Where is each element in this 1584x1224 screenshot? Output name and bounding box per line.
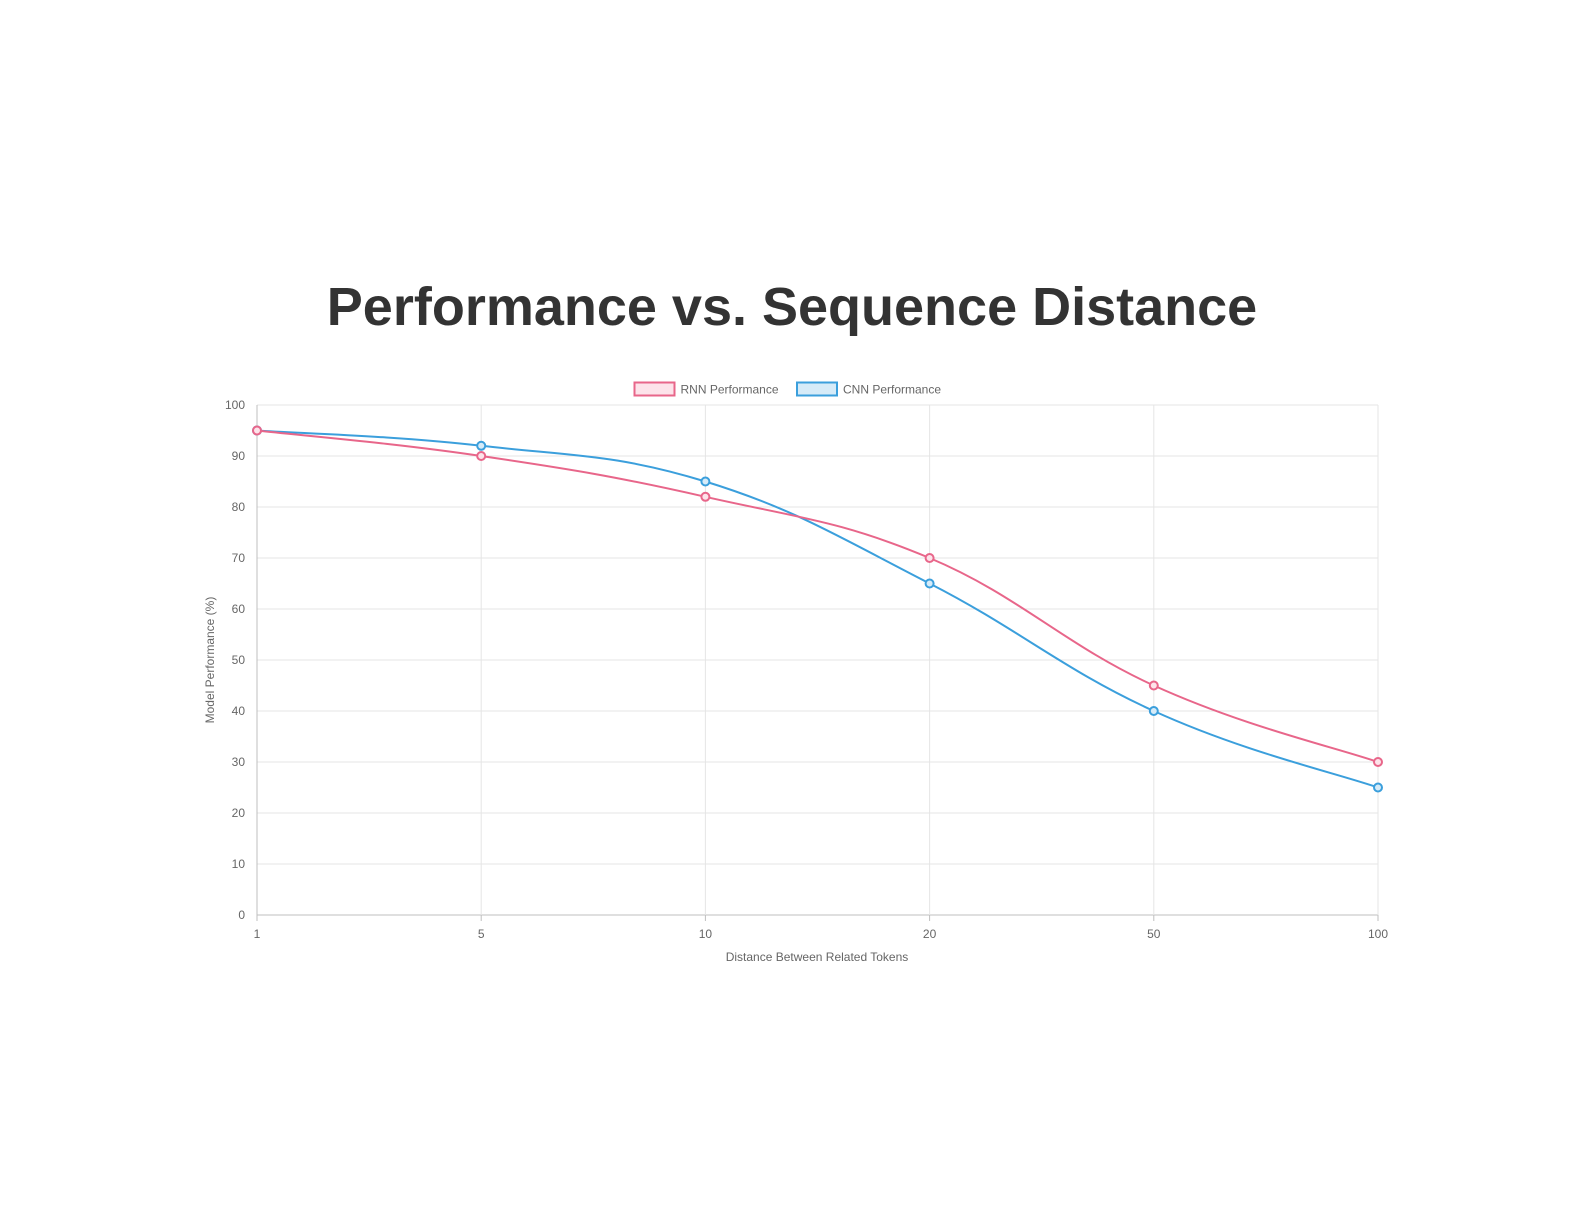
rnn-performance-point[interactable] bbox=[252, 425, 262, 436]
y-axis-title: Model Performance (%) bbox=[203, 597, 217, 724]
x-tick-label: 5 bbox=[478, 927, 485, 941]
cnn-performance-point[interactable] bbox=[1373, 782, 1383, 793]
legend-item-cnn-performance[interactable]: CNN Performance bbox=[796, 381, 941, 397]
legend[interactable]: RNN Performance CNN Performance bbox=[633, 381, 942, 397]
y-tick-label: 70 bbox=[232, 551, 246, 565]
cnn-performance-line bbox=[256, 429, 1379, 789]
rnn-performance-point[interactable] bbox=[1148, 680, 1159, 691]
x-tick-label: 50 bbox=[1147, 927, 1161, 941]
y-tick-label: 80 bbox=[232, 500, 246, 514]
x-tick-label: 100 bbox=[1368, 927, 1388, 941]
legend-label: CNN Performance bbox=[843, 383, 941, 397]
x-tick-label: 20 bbox=[923, 927, 937, 941]
x-tick-label: 10 bbox=[699, 927, 713, 941]
cnn-performance-point[interactable] bbox=[1148, 706, 1159, 716]
y-tick-label: 20 bbox=[232, 806, 246, 820]
rnn-performance-point[interactable] bbox=[924, 553, 935, 563]
x-tick-label: 1 bbox=[254, 927, 261, 941]
legend-label: RNN Performance bbox=[681, 383, 779, 397]
cnn-performance-point[interactable] bbox=[924, 578, 935, 589]
y-tick-label: 40 bbox=[232, 704, 246, 718]
y-tick-label: 60 bbox=[232, 602, 246, 616]
y-tick-label: 0 bbox=[238, 908, 245, 922]
chart-title: Performance vs. Sequence Distance bbox=[326, 277, 1258, 337]
y-tick-label: 50 bbox=[232, 653, 246, 667]
cnn-performance-point[interactable] bbox=[476, 440, 487, 451]
y-tick-label: 30 bbox=[232, 755, 246, 769]
rnn-performance-line bbox=[256, 429, 1379, 763]
axes: 0 10 20 30 40 50 60 70 80 90 100 1 5 10 20 50 100 bbox=[225, 398, 1388, 941]
series-layer bbox=[252, 425, 1383, 793]
y-tick-label: 100 bbox=[225, 398, 245, 412]
legend-swatch bbox=[633, 381, 676, 397]
grid-lines bbox=[256, 404, 1379, 916]
y-tick-label: 90 bbox=[232, 449, 246, 463]
rnn-performance-point[interactable] bbox=[476, 451, 487, 461]
legend-item-rnn-performance[interactable]: RNN Performance bbox=[633, 381, 779, 397]
x-axis-title: Distance Between Related Tokens bbox=[726, 950, 909, 964]
rnn-performance-point[interactable] bbox=[1373, 757, 1383, 767]
rnn-performance-series bbox=[252, 425, 1383, 767]
y-tick-label: 10 bbox=[232, 857, 246, 871]
rnn-performance-point[interactable] bbox=[700, 491, 711, 502]
legend-swatch bbox=[796, 381, 838, 397]
cnn-performance-point[interactable] bbox=[700, 476, 711, 487]
